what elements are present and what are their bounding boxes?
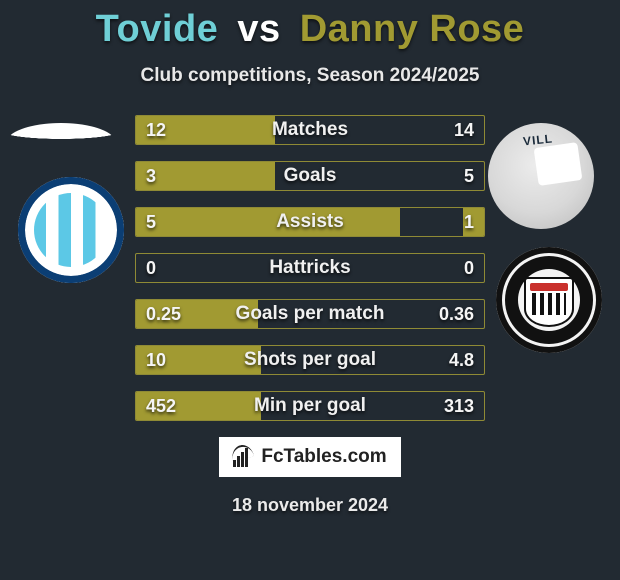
stat-value-right: 14: [454, 116, 474, 144]
stat-value-right: 313: [444, 392, 474, 420]
comparison-title: Tovide vs Danny Rose: [0, 0, 620, 51]
stat-label: Assists: [136, 208, 484, 236]
stat-label: Shots per goal: [136, 346, 484, 374]
player1-name: Tovide: [96, 8, 219, 50]
comparison-body: 12Matches143Goals55Assists10Hattricks00.…: [0, 115, 620, 421]
stat-value-right: 5: [464, 162, 474, 190]
stat-value-right: 0: [464, 254, 474, 282]
stat-value-right: 4.8: [449, 346, 474, 374]
player2-name: Danny Rose: [300, 8, 525, 50]
stat-label: Goals per match: [136, 300, 484, 328]
stat-row: 0.25Goals per match0.36: [135, 299, 485, 329]
player2-club-badge: [496, 247, 602, 353]
player1-club-badge: [18, 177, 124, 283]
stat-row: 0Hattricks0: [135, 253, 485, 283]
vs-separator: vs: [237, 8, 280, 50]
watermark-text: FcTables.com: [261, 446, 386, 468]
stat-bars-container: 12Matches143Goals55Assists10Hattricks00.…: [135, 115, 485, 421]
stat-label: Goals: [136, 162, 484, 190]
grimsby-badge-icon: [496, 247, 602, 353]
stat-label: Hattricks: [136, 254, 484, 282]
watermark: FcTables.com: [219, 437, 401, 477]
date-label: 18 november 2024: [0, 495, 620, 516]
stat-value-right: 0.36: [439, 300, 474, 328]
stat-value-right: 1: [464, 208, 474, 236]
stat-row: 10Shots per goal4.8: [135, 345, 485, 375]
stat-row: 452Min per goal313: [135, 391, 485, 421]
colchester-badge-icon: [18, 177, 124, 283]
player1-photo: [6, 123, 116, 163]
player2-photo: [488, 123, 594, 229]
stat-label: Matches: [136, 116, 484, 144]
stat-row: 12Matches14: [135, 115, 485, 145]
subtitle: Club competitions, Season 2024/2025: [0, 65, 620, 87]
stat-label: Min per goal: [136, 392, 484, 420]
stat-row: 3Goals5: [135, 161, 485, 191]
stat-row: 5Assists1: [135, 207, 485, 237]
fctables-logo-icon: [233, 447, 255, 467]
